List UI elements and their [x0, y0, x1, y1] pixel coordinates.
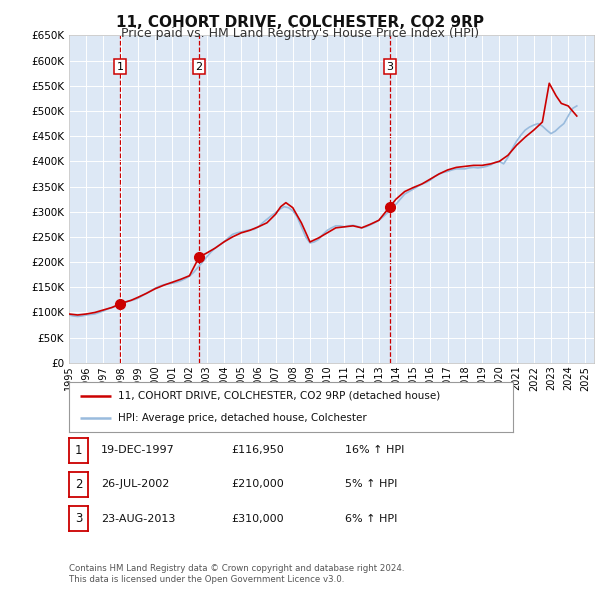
Text: 3: 3: [386, 61, 394, 71]
Text: 1: 1: [116, 61, 124, 71]
Text: 6% ↑ HPI: 6% ↑ HPI: [345, 514, 397, 523]
Text: 1: 1: [75, 444, 82, 457]
Text: 23-AUG-2013: 23-AUG-2013: [101, 514, 175, 523]
Text: 16% ↑ HPI: 16% ↑ HPI: [345, 445, 404, 455]
Text: 11, COHORT DRIVE, COLCHESTER, CO2 9RP: 11, COHORT DRIVE, COLCHESTER, CO2 9RP: [116, 15, 484, 30]
Text: HPI: Average price, detached house, Colchester: HPI: Average price, detached house, Colc…: [118, 413, 367, 423]
Text: £210,000: £210,000: [231, 480, 284, 489]
Text: 11, COHORT DRIVE, COLCHESTER, CO2 9RP (detached house): 11, COHORT DRIVE, COLCHESTER, CO2 9RP (d…: [118, 391, 440, 401]
Text: £310,000: £310,000: [231, 514, 284, 523]
Text: 19-DEC-1997: 19-DEC-1997: [101, 445, 175, 455]
Text: £116,950: £116,950: [231, 445, 284, 455]
Text: Price paid vs. HM Land Registry's House Price Index (HPI): Price paid vs. HM Land Registry's House …: [121, 27, 479, 40]
Text: 3: 3: [75, 512, 82, 525]
Text: 5% ↑ HPI: 5% ↑ HPI: [345, 480, 397, 489]
Text: 26-JUL-2002: 26-JUL-2002: [101, 480, 169, 489]
Text: This data is licensed under the Open Government Licence v3.0.: This data is licensed under the Open Gov…: [69, 575, 344, 584]
Text: Contains HM Land Registry data © Crown copyright and database right 2024.: Contains HM Land Registry data © Crown c…: [69, 565, 404, 573]
Text: 2: 2: [196, 61, 203, 71]
Text: 2: 2: [75, 478, 82, 491]
